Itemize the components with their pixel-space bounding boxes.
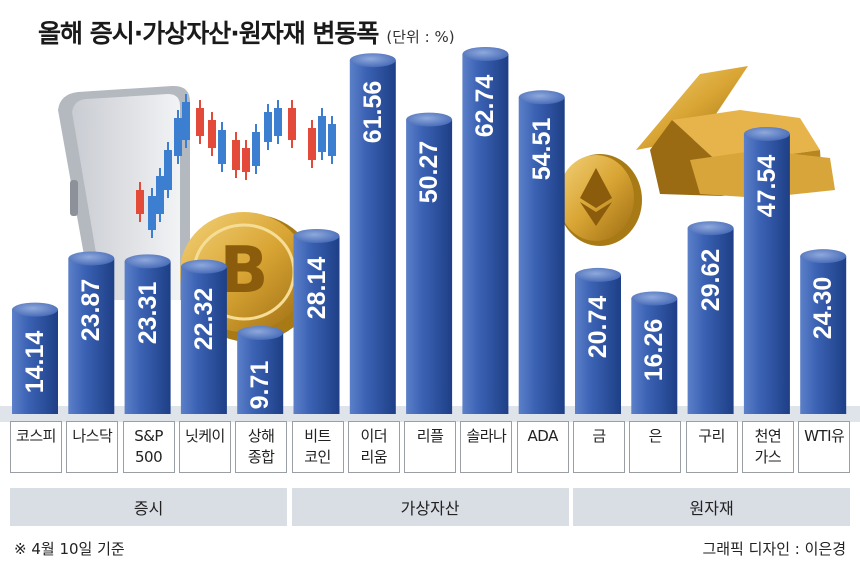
bar-value-label: 23.87 (77, 279, 106, 342)
bar (743, 133, 790, 415)
category-label: 구리 (685, 421, 738, 473)
group-label: 증시 (10, 488, 288, 526)
bar (631, 298, 678, 414)
bar (237, 332, 284, 414)
candle-body (288, 108, 296, 140)
bar-cap (462, 47, 509, 61)
bar (124, 261, 171, 414)
bar-value-label: 22.32 (189, 287, 218, 350)
category-label: 리플 (404, 421, 457, 473)
bar-value-label: 62.74 (471, 74, 500, 138)
category-label: 나스닥 (66, 421, 119, 473)
category-label: 금 (573, 421, 625, 473)
bar (293, 235, 340, 414)
bar-value-label: 14.14 (21, 330, 49, 393)
candle-body (164, 150, 172, 190)
category-label: ADA (516, 421, 569, 473)
bar-cap (180, 259, 227, 274)
bar-value-label: 50.27 (415, 140, 444, 203)
category-label: 이더 리움 (347, 421, 400, 473)
title-row: 올해 증시·가상자산·원자재 변동폭 (단위 : %) (38, 14, 455, 50)
footnote: ※ 4월 10일 기준 (14, 540, 125, 558)
category-label: 상해 종합 (235, 421, 288, 473)
bar-cap (687, 221, 734, 236)
category-label: WTI유 (798, 421, 851, 473)
candle-body (264, 112, 272, 142)
candle-body (318, 116, 326, 152)
bar-value-label: 9.71 (246, 360, 275, 410)
category-label: 솔라나 (460, 421, 513, 473)
bar-value-label: 24.30 (809, 276, 838, 340)
category-label: 은 (629, 421, 682, 473)
bar-value-label: 29.62 (696, 248, 725, 312)
category-label: 비트 코인 (291, 421, 344, 473)
category-label: 천연 가스 (741, 421, 794, 473)
bar (462, 54, 509, 414)
bar (12, 309, 58, 414)
bar-cap (575, 267, 621, 282)
category-label: S&P 500 (122, 421, 175, 473)
bar-cap (349, 53, 396, 68)
bar-value-label: 61.56 (358, 80, 387, 144)
category-label: 코스피 (10, 421, 62, 473)
candle-body (182, 102, 190, 140)
gold-bars-icon (636, 66, 835, 198)
candlestick-illustration (136, 94, 336, 238)
group-label: 원자재 (573, 488, 851, 526)
candle-body (196, 108, 204, 136)
unit-label: (단위 : %) (386, 28, 455, 46)
candle-body (328, 124, 336, 156)
candle-body (174, 118, 182, 156)
bar-cap (293, 228, 340, 243)
bar-value-label: 54.51 (527, 118, 556, 181)
candle-body (232, 140, 240, 170)
candle-body (274, 108, 282, 136)
bar-value-label: 16.26 (640, 319, 669, 382)
bar-value-label: 20.74 (584, 295, 612, 359)
candle-body (308, 128, 316, 160)
ethereum-coin-icon (558, 154, 642, 246)
phone-illustration (58, 85, 190, 300)
bar-cap (237, 325, 284, 340)
bar-cap (518, 90, 565, 105)
bar-cap (800, 249, 847, 264)
bar-cap (406, 112, 453, 127)
bar (68, 258, 115, 414)
bar-cap (68, 251, 115, 266)
bar (180, 266, 227, 414)
bar (575, 274, 621, 414)
bar-value-label: 23.31 (133, 282, 162, 345)
credit: 그래픽 디자인 : 이은경 (702, 540, 846, 558)
bar-cap (12, 302, 58, 317)
group-label: 가상자산 (291, 488, 569, 526)
svg-text:B: B (220, 234, 269, 308)
category-label: 닛케이 (178, 421, 231, 473)
candle-body (136, 190, 144, 214)
candle-body (218, 130, 226, 164)
bar (687, 228, 734, 414)
bar-cap (124, 254, 171, 269)
bar (518, 97, 565, 414)
candle-body (208, 120, 216, 148)
bar-cap (743, 126, 790, 141)
bar-cap (631, 291, 678, 306)
chart-title: 올해 증시·가상자산·원자재 변동폭 (38, 19, 379, 48)
bar-value-label: 28.14 (302, 256, 331, 320)
bar-value-label: 47.54 (752, 154, 781, 218)
bar (406, 119, 453, 415)
candle-body (156, 176, 164, 214)
candle-body (252, 132, 260, 166)
bar (349, 60, 396, 414)
bar (800, 256, 847, 414)
candle-body (242, 148, 250, 172)
candle-body (148, 196, 156, 230)
